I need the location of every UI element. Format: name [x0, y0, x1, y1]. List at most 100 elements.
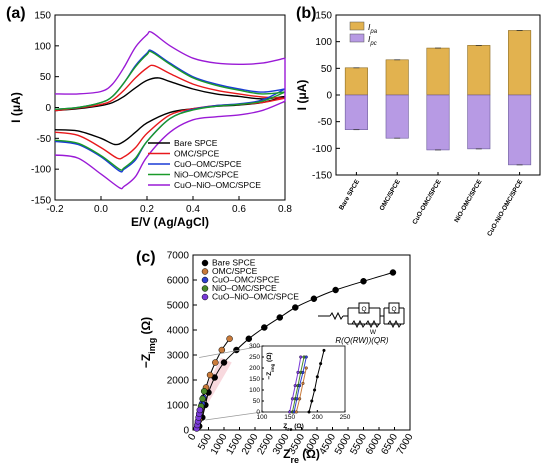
data-point: [212, 359, 219, 366]
bar-pc: [385, 94, 409, 139]
bar-pc: [467, 94, 491, 150]
inset-point: [288, 410, 292, 414]
x-tick-label: 0.0: [94, 204, 108, 215]
x-axis-title: E/V (Ag/AgCl): [131, 215, 209, 229]
inset-point: [298, 397, 302, 401]
cpe: [358, 302, 370, 314]
panel-label-b: (b): [296, 5, 316, 22]
y-tick-label: -150: [312, 171, 332, 182]
inset-y-tick-label: 50: [253, 398, 261, 405]
category-label: CuO-NiO-OMC/SPCE: [486, 178, 525, 238]
x-tick-label: 0.4: [186, 204, 200, 215]
inset-point: [295, 397, 299, 401]
legend-marker: [201, 293, 209, 301]
inset-curve: [295, 367, 307, 413]
data-point: [206, 371, 214, 379]
y-tick-label: 100: [315, 37, 332, 48]
y-tick-label: 150: [34, 11, 51, 22]
inset-y-tick-label: 150: [249, 376, 260, 383]
cv-forward-2: [54, 49, 286, 111]
legend-label: CuO–OMC/SPCE: [212, 275, 280, 285]
data-point: [360, 278, 367, 285]
inset-y-tick-label: 0: [256, 409, 260, 416]
bar-pa: [385, 59, 409, 96]
inset-y-tick-label: 200: [249, 365, 260, 372]
legend-label: NiO–OMC/SPCE: [174, 170, 239, 180]
resistor: [351, 319, 366, 329]
x-tick-label: -0.2: [46, 204, 64, 215]
legend-label: CuO–OMC/SPCE: [174, 159, 242, 169]
inset-point: [310, 399, 314, 403]
data-point: [245, 335, 253, 342]
y-tick-label: -100: [31, 165, 51, 176]
y-tick-label: 1000: [167, 401, 190, 412]
category-label: Bare SPCE: [338, 178, 361, 211]
cv-reverse-4: [54, 100, 286, 190]
inset-x-tick-label: 200: [312, 414, 323, 421]
bar-pc: [426, 94, 450, 151]
cv-forward-3: [54, 50, 286, 111]
y-tick-label: 5000: [167, 301, 190, 312]
inset-point: [313, 388, 317, 392]
inset-x-tick-label: 150: [284, 414, 295, 421]
cv-forward-0: [54, 77, 286, 112]
legend-label: Bare SPCE: [174, 138, 218, 148]
inset-y-tick-label: 100: [249, 387, 260, 394]
data-point: [218, 346, 226, 354]
panel-b: (b) -150 -100 -50 0 50 100 150 I (μA) Bare SPCE OM…: [295, 5, 541, 238]
resistor: [387, 319, 402, 329]
legend-label: NiO–OMC/SPCE: [212, 283, 277, 293]
y-axis-title: −Zimg (Ω): [139, 317, 157, 368]
panel-label-a: (a): [6, 5, 26, 22]
legend-swatch: [349, 21, 365, 31]
inset-point: [299, 355, 303, 359]
legend-label: Bare SPCE: [212, 258, 256, 268]
cv-forward-4: [54, 30, 286, 95]
inset-x-tick-label: 100: [257, 414, 268, 421]
data-point: [226, 335, 233, 342]
data-point: [389, 269, 397, 276]
data-point: [196, 406, 204, 414]
cv-reverse-2: [54, 88, 286, 173]
y-tick-label: -50: [318, 117, 333, 128]
category-label: NiO-OMC/SPCE: [453, 178, 484, 224]
y-tick-label: 3000: [167, 351, 190, 362]
bar-pa: [426, 47, 450, 96]
y-tick-label: 0: [183, 426, 189, 437]
y-tick-label: 100: [34, 41, 51, 52]
bar-pa: [508, 30, 532, 96]
y-tick-label: -50: [37, 134, 52, 145]
x-tick-label: 0.8: [278, 204, 292, 215]
legend-label: Ipc: [368, 34, 377, 47]
legend-swatch: [349, 33, 365, 43]
y-tick-label: 0: [45, 103, 51, 114]
inset-point: [304, 366, 308, 370]
inset-y-tick-label: 250: [249, 354, 260, 361]
data-point: [292, 304, 299, 311]
inset-point: [307, 410, 311, 414]
data-point: [332, 286, 339, 294]
inset-point: [294, 410, 298, 414]
y-tick-label: 50: [40, 72, 52, 83]
cv-reverse-3: [54, 91, 286, 171]
zoom-connector: [205, 411, 263, 421]
legend-label: CuO–NiO–OMC/SPCE: [212, 292, 299, 302]
legend-marker: [201, 285, 209, 292]
inset-x-title: Zre (Ω): [283, 423, 304, 433]
inset-y-title: −Zimg (Ω): [266, 352, 275, 379]
cpe-label: Q: [361, 306, 366, 313]
bar-pa: [344, 67, 368, 96]
data-point: [261, 324, 268, 331]
data-point: [276, 314, 284, 321]
y-tick-label: 7000: [167, 251, 190, 262]
bar-pa: [467, 45, 491, 96]
cv-forward-1: [54, 64, 286, 112]
inset-point: [319, 362, 323, 366]
y-tick-label: 0: [326, 91, 332, 102]
inset-point: [290, 397, 294, 401]
x-tick-label: 0.2: [140, 204, 154, 215]
y-tick-label: 50: [321, 64, 333, 75]
legend-marker: [201, 259, 209, 267]
resistor: [329, 311, 344, 321]
